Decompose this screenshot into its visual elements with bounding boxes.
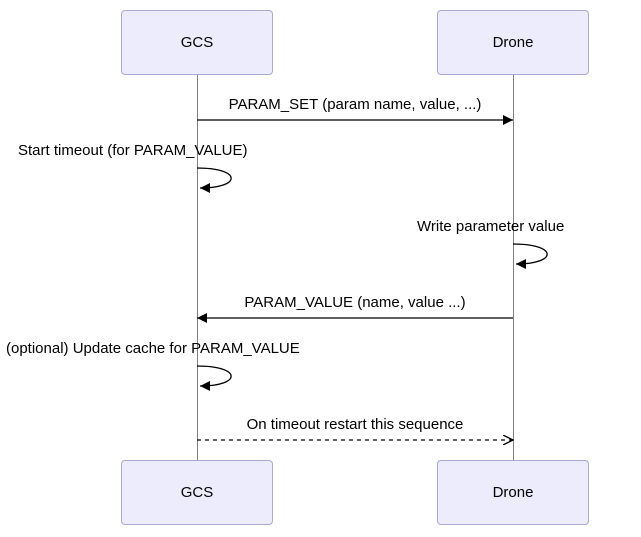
participant-label: GCS xyxy=(181,34,214,51)
lifeline-drone xyxy=(513,75,514,460)
message-label: PARAM_SET (param name, value, ...) xyxy=(197,96,513,113)
participant-label: Drone xyxy=(493,484,534,501)
participant-label: Drone xyxy=(493,34,534,51)
participant-drone: Drone xyxy=(437,460,589,525)
message-label: Write parameter value xyxy=(417,218,564,235)
lifeline-gcs xyxy=(197,75,198,460)
participant-gcs: GCS xyxy=(121,460,273,525)
message-label: PARAM_VALUE (name, value ...) xyxy=(197,294,513,311)
message-label: (optional) Update cache for PARAM_VALUE xyxy=(6,340,300,357)
participant-gcs: GCS xyxy=(121,10,273,75)
sequence-diagram: GCS Drone GCS Drone PARAM_SET (param name, v… xyxy=(0,0,641,537)
participant-drone: Drone xyxy=(437,10,589,75)
message-label: Start timeout (for PARAM_VALUE) xyxy=(18,142,248,159)
diagram-arrows xyxy=(0,0,641,537)
participant-label: GCS xyxy=(181,484,214,501)
message-label: On timeout restart this sequence xyxy=(197,416,513,433)
